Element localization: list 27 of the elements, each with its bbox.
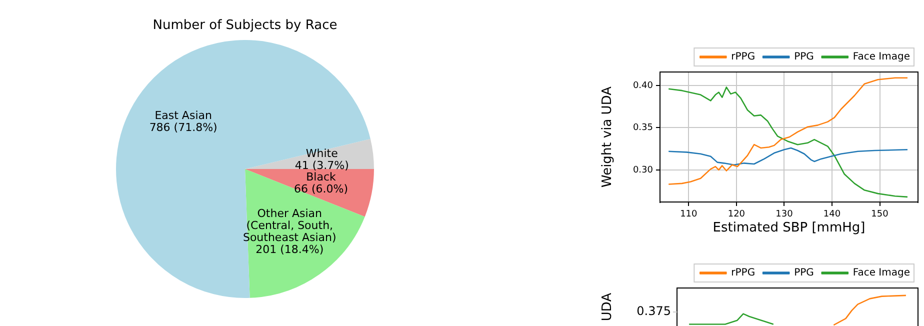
y-axis-title: UDA — [600, 292, 616, 322]
chart-title: Number of Subjects by Race — [152, 18, 338, 33]
legend-label: Face Image — [852, 268, 910, 279]
slice-label: White — [306, 146, 338, 160]
slice-label: East Asian — [154, 109, 212, 122]
data-label: 786 (71.8%) — [149, 121, 218, 134]
legend-label: PPG — [794, 52, 814, 63]
x-tick-label: 120 — [728, 210, 746, 220]
x-tick-label: 130 — [776, 210, 794, 220]
y-tick-label: 0.40 — [632, 80, 654, 91]
legend-label: Face Image — [852, 52, 910, 63]
y-tick-label: 0.30 — [632, 165, 654, 176]
x-axis-title: Estimated SBP [mmHg] — [712, 220, 866, 236]
x-tick-label: 150 — [871, 210, 889, 220]
x-tick-label: 110 — [680, 210, 698, 220]
legend-label: rPPG — [731, 52, 756, 63]
y-tick-label: 0.35 — [632, 123, 653, 134]
legend-label: PPG — [794, 268, 814, 279]
data-label: 201 (18.4%) — [256, 243, 324, 256]
y-axis-title: Weight via UDA — [600, 86, 616, 188]
x-tick-label: 140 — [823, 210, 841, 220]
slice-label: Black — [306, 170, 337, 184]
data-label: 41 (3.7%) — [294, 158, 349, 172]
slice-label: Other Asian (Central, South, Southeast Asian) — [242, 207, 336, 244]
legend-label: rPPG — [731, 268, 756, 279]
data-label: 66 (6.0%) — [294, 182, 348, 196]
text: 0.375 — [636, 304, 671, 318]
